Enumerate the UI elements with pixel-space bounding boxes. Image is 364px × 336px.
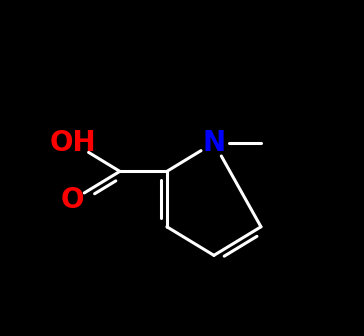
Text: OH: OH — [50, 129, 96, 157]
Text: O: O — [61, 186, 84, 214]
Text: N: N — [202, 129, 225, 157]
